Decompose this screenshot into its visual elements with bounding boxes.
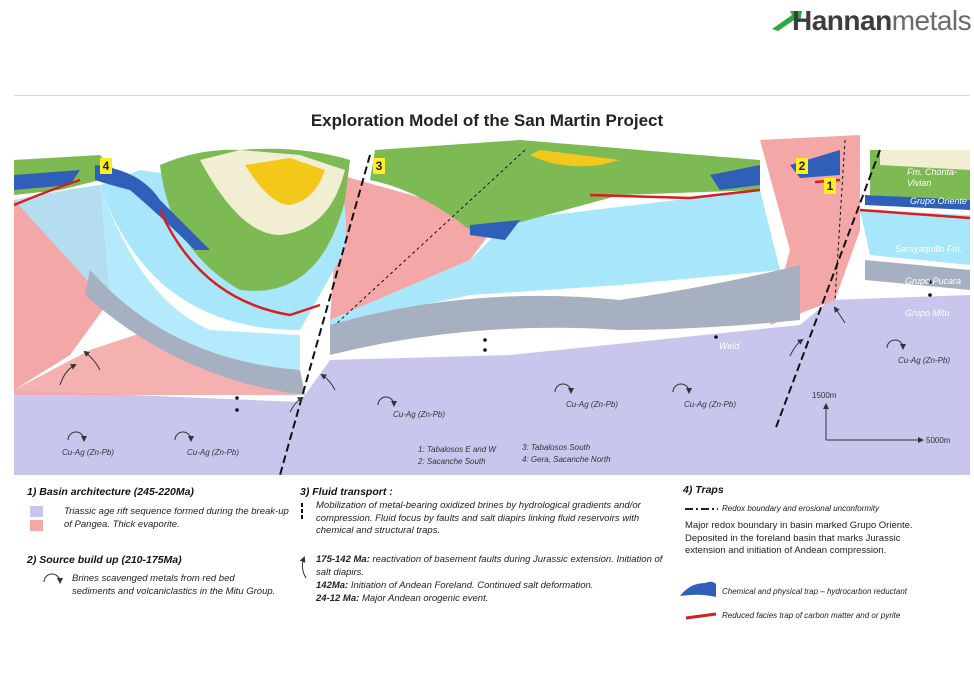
hannan-metals-logo: Hannanmetals <box>770 4 972 38</box>
trap-number-4: 4 <box>100 158 112 174</box>
weld-dot <box>714 335 718 339</box>
weld-dot <box>928 280 932 284</box>
legend-fluid-event-1: 175-142 Ma: reactivation of basement fau… <box>316 554 668 579</box>
label-grupo-pucara: Grupo Pucara <box>905 276 962 286</box>
cu-ag-label: Cu-Ag (Zn-Pb) <box>684 400 737 409</box>
event-text: reactivation of basement faults during J… <box>316 554 663 578</box>
circular-arrow-icon <box>672 383 692 394</box>
circular-arrow-icon <box>554 383 574 394</box>
event-age: 142Ma: <box>316 580 349 591</box>
chonta-vivian-unit-center <box>370 140 760 230</box>
event-text: Major Andean orogenic event. <box>361 593 489 604</box>
target-1: 1: Tabalosos E and W <box>418 445 496 454</box>
legend-fluid-heading: 3) Fluid transport : <box>300 486 393 498</box>
weld-dot <box>928 293 932 297</box>
sarayaquillo-unit-left-outer <box>14 185 300 395</box>
legend-basin-heading: 1) Basin architecture (245-220Ma) <box>27 486 194 498</box>
logo-arrow-icon <box>772 11 802 31</box>
logo-bold-text: Hannan <box>792 5 892 36</box>
fault-line-4 <box>834 139 846 301</box>
blue-trap-unit-2 <box>470 220 520 240</box>
target-3: 3: Tabalosos South <box>522 443 591 452</box>
logo-light-text: metals <box>891 5 972 36</box>
label-chonta-vivian: Fm. Chonta-Vivian <box>907 167 958 188</box>
trap-number-2: 2 <box>796 158 808 174</box>
legend-fluid-event-3: 24-12 Ma: Major Andean orogenic event. <box>316 593 668 606</box>
trap-number-3: 3 <box>373 158 385 174</box>
scale-vertical-label: 1500m <box>812 391 837 400</box>
header-rule <box>14 95 970 96</box>
cu-ag-label: Cu-Ag (Zn-Pb) <box>566 400 619 409</box>
lilac-swatch <box>30 506 43 517</box>
weld-dot <box>235 396 239 400</box>
weld-dot <box>235 408 239 412</box>
fault-line-1 <box>279 154 371 476</box>
curved-arrow-icon <box>59 364 77 386</box>
curved-arrow-icon <box>83 350 101 371</box>
fault-line-2 <box>334 149 526 326</box>
cu-ag-label: Cu-Ag (Zn-Pb) <box>898 356 951 365</box>
pucara-band-center <box>330 265 800 355</box>
label-grupo-oriente: Grupo Oriente <box>910 196 968 206</box>
circular-arrow-icon <box>377 396 397 407</box>
trap-number-1: 1 <box>824 178 836 194</box>
legend-chemical-text: Chemical and physical trap – hydrocarbon… <box>722 587 907 596</box>
label-grupo-mitu: Grupo Mitu <box>905 308 950 318</box>
reduced-facies-swatch <box>685 612 717 620</box>
curved-arrow-icon <box>833 306 846 324</box>
legend-circular-arrow-icon <box>43 573 63 584</box>
legend-redox-text: Redox boundary and erosional unconformit… <box>722 504 879 513</box>
event-age: 24-12 Ma: <box>316 593 360 604</box>
legend-source-heading: 2) Source build up (210-175Ma) <box>27 554 182 566</box>
scale-horizontal-label: 5000m <box>926 436 951 445</box>
pucara-band-left <box>85 270 305 395</box>
upper-yellow-unit-center <box>530 150 620 167</box>
label-weld: Weld <box>719 341 740 351</box>
reduced-facies-line-syncline <box>158 209 321 317</box>
target-4: 4: Gera, Sacanche North <box>522 455 611 464</box>
target-2: 2: Sacanche South <box>418 457 486 466</box>
legend-fluid-text: Mobilization of metal-bearing oxidized b… <box>316 500 641 536</box>
triassic-rift-unit <box>14 295 970 475</box>
blue-trap-unit-3 <box>710 165 760 190</box>
pucara-band-right <box>865 260 970 290</box>
legend-traps-heading: 4) Traps <box>683 484 724 496</box>
legend-fluid-event-2: 142Ma: Initiation of Andean Foreland. Co… <box>316 580 668 593</box>
cu-ag-label: Cu-Ag (Zn-Pb) <box>187 448 240 457</box>
cu-ag-label: Cu-Ag (Zn-Pb) <box>393 410 446 419</box>
circular-arrow-icon <box>67 431 87 442</box>
upper-cream-unit-right <box>880 150 970 170</box>
cu-ag-label: Cu-Ag (Zn-Pb) <box>62 448 115 457</box>
page-title: Exploration Model of the San Martin Proj… <box>310 111 664 130</box>
chemical-trap-swatch <box>680 581 716 597</box>
curved-arrow-icon <box>789 338 804 357</box>
event-text: Initiation of Andean Foreland. Continued… <box>350 580 594 591</box>
curved-arrow-icon <box>320 373 336 391</box>
legend-curved-arrow-icon <box>299 556 307 579</box>
blue-trap-unit-5 <box>865 195 970 210</box>
upper-yellow-unit <box>245 158 325 205</box>
reduced-facies-line-left <box>13 178 81 207</box>
fault-line-3 <box>774 149 881 431</box>
legend-basin-text: Triassic age rift sequence formed during… <box>64 506 289 530</box>
weld-dot <box>483 338 487 342</box>
weld-dot <box>483 348 487 352</box>
logo-text: Hannanmetals <box>792 4 972 38</box>
curved-arrow-icon <box>289 397 304 413</box>
reduced-facies-line-right <box>859 208 971 220</box>
evaporite-base-left <box>14 330 300 395</box>
blue-trap-unit-1 <box>95 165 210 250</box>
reduced-facies-line-center <box>589 188 761 200</box>
sarayaquillo-unit-right <box>860 210 970 265</box>
label-sarayaquillo: Sarayaquillo Fm. <box>895 244 963 254</box>
legend-reduced-text: Reduced facies trap of carbon matter and… <box>722 611 901 620</box>
circular-arrow-icon <box>174 431 194 442</box>
legend-major-text: Major redox boundary in basin marked Gru… <box>685 520 913 556</box>
sarayaquillo-unit-center <box>330 190 780 325</box>
legend-source-text: Brines scavenged metals from red bed sed… <box>72 573 276 597</box>
pink-swatch <box>30 520 43 531</box>
circular-arrow-icon <box>886 339 906 350</box>
event-age: 175-142 Ma: <box>316 554 370 565</box>
